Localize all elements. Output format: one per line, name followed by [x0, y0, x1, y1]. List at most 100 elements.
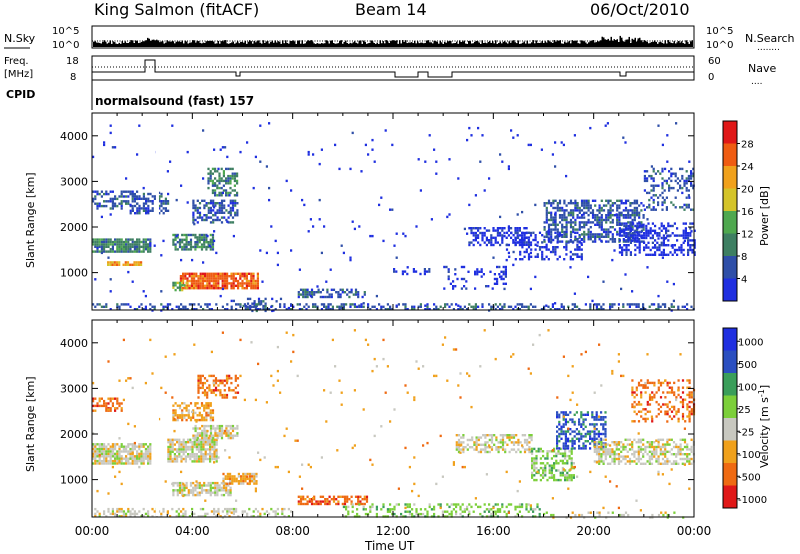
data-cell	[224, 477, 227, 480]
data-cell	[129, 243, 132, 246]
data-cell	[222, 486, 226, 490]
data-cell	[138, 455, 141, 458]
data-cell	[187, 404, 190, 407]
noise-bar	[207, 41, 209, 47]
noise-bar	[210, 40, 212, 47]
data-cell	[182, 275, 185, 278]
data-cell	[142, 459, 145, 463]
data-cell	[100, 248, 103, 251]
data-cell	[100, 195, 103, 198]
noise-bar	[363, 40, 365, 47]
data-cell	[114, 146, 117, 149]
data-cell	[629, 241, 632, 244]
data-cell	[243, 277, 246, 280]
data-cell	[472, 305, 475, 308]
data-cell	[583, 204, 586, 207]
data-cell	[547, 305, 550, 308]
data-cell	[501, 436, 505, 439]
data-cell	[118, 515, 121, 518]
data-cell	[140, 455, 143, 458]
data-cell	[480, 270, 483, 273]
data-cell	[202, 441, 205, 444]
data-cell	[621, 251, 624, 254]
data-cell	[602, 303, 605, 306]
data-cell	[153, 195, 156, 198]
data-cell	[621, 234, 624, 237]
data-cell	[98, 459, 101, 463]
data-cell	[208, 287, 211, 290]
data-cell	[382, 505, 385, 509]
noise-bar	[645, 40, 647, 47]
noise-bar	[201, 43, 203, 47]
data-cell	[246, 482, 249, 485]
data-cell	[204, 448, 207, 451]
data-cell	[649, 227, 652, 230]
data-cell	[643, 234, 646, 237]
data-cell	[226, 512, 229, 516]
data-cell	[343, 495, 347, 498]
data-cell	[186, 150, 189, 154]
data-cell	[360, 170, 363, 173]
noise-bar	[100, 43, 102, 47]
data-cell	[195, 279, 198, 283]
data-cell	[622, 214, 625, 217]
data-cell	[439, 305, 442, 308]
data-cell	[236, 427, 239, 430]
data-cell	[536, 503, 539, 506]
data-cell	[167, 438, 170, 441]
data-cell	[185, 248, 188, 251]
data-cell	[625, 232, 628, 235]
data-cell	[597, 418, 600, 421]
data-cell	[666, 160, 669, 163]
data-cell	[208, 244, 211, 247]
data-cell	[197, 287, 200, 290]
data-cell	[591, 211, 595, 214]
data-cell	[624, 202, 628, 205]
data-cell	[265, 251, 268, 255]
data-cell	[114, 457, 117, 460]
data-cell	[94, 462, 97, 465]
data-cell	[196, 427, 199, 430]
data-cell	[212, 275, 215, 278]
data-cell	[176, 441, 179, 444]
data-cell	[350, 500, 353, 503]
data-cell	[587, 218, 590, 222]
data-cell	[607, 216, 610, 219]
data-cell	[518, 503, 521, 506]
data-cell	[562, 308, 565, 311]
data-cell	[94, 443, 97, 446]
data-cell	[561, 226, 564, 229]
data-cell	[547, 223, 551, 226]
noise-bar	[394, 40, 396, 47]
data-cell	[561, 218, 564, 222]
data-cell	[172, 241, 175, 244]
data-cell	[566, 459, 569, 463]
data-cell	[423, 268, 426, 271]
data-cell	[624, 511, 628, 514]
data-cell	[433, 148, 436, 151]
data-cell	[164, 197, 167, 200]
data-cell	[507, 251, 510, 255]
data-cell	[627, 221, 630, 224]
data-cell	[393, 508, 396, 511]
noise-bar	[358, 40, 360, 47]
data-cell	[362, 508, 365, 511]
data-cell	[340, 306, 343, 310]
noise-bar	[322, 43, 324, 47]
data-cell	[678, 248, 681, 252]
data-cell	[629, 216, 632, 219]
data-cell	[103, 450, 106, 453]
data-cell	[201, 384, 204, 387]
data-cell	[325, 280, 328, 283]
data-cell	[186, 308, 189, 311]
data-cell	[636, 234, 639, 237]
data-cell	[215, 303, 218, 306]
data-cell	[685, 179, 688, 183]
data-cell	[514, 241, 517, 244]
data-cell	[208, 279, 211, 283]
data-cell	[207, 216, 210, 219]
data-cell	[562, 143, 565, 147]
data-cell	[230, 282, 233, 285]
data-cell	[202, 507, 205, 511]
data-cell	[92, 455, 95, 458]
